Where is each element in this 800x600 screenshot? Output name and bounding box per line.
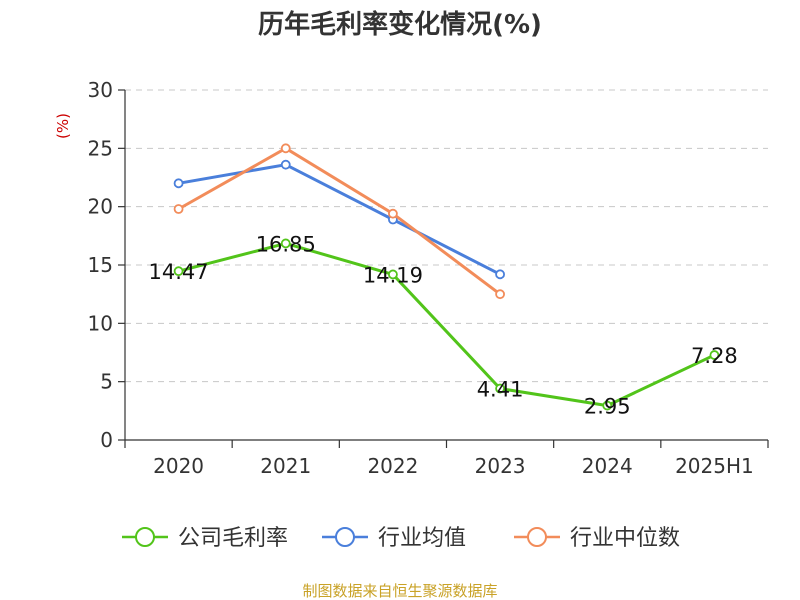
- chart-title: 历年毛利率变化情况(%): [258, 9, 542, 40]
- series-layer: [173, 143, 720, 411]
- y-tick-label: 10: [88, 311, 113, 335]
- series-line-1: [178, 163, 501, 276]
- legend-marker: [135, 527, 155, 547]
- data-point: [495, 269, 505, 280]
- legend-marker: [527, 527, 547, 547]
- x-tick-label: 2022: [367, 454, 418, 478]
- legend-label: 行业中位数: [570, 526, 680, 551]
- data-point: [173, 266, 184, 277]
- data-label: 14.19: [363, 263, 423, 287]
- y-tick-label: 15: [88, 253, 113, 277]
- data-point: [709, 350, 720, 360]
- legend-marker: [335, 527, 355, 547]
- data-label: 4.41: [477, 378, 524, 402]
- data-label: 16.85: [256, 232, 316, 256]
- data-label: 7.28: [691, 344, 738, 368]
- legend-label: 公司毛利率: [178, 526, 288, 551]
- data-point: [495, 289, 505, 300]
- data-point: [173, 204, 184, 214]
- data-point: [495, 383, 505, 394]
- legend-label: 行业均值: [378, 526, 466, 551]
- y-tick-label: 25: [88, 136, 113, 160]
- x-tick-label: 2021: [260, 454, 311, 478]
- y-tick-label: 0: [100, 428, 113, 452]
- series-line-2: [177, 146, 501, 296]
- x-tick-label: 2025H1: [675, 454, 754, 478]
- y-tick-label: 30: [88, 78, 113, 102]
- legend: 公司毛利率 行业均值 行业中位数: [122, 526, 680, 551]
- data-point: [280, 159, 291, 170]
- data-point: [388, 269, 398, 280]
- data-point: [280, 143, 291, 154]
- y-tick-label: 20: [88, 195, 113, 219]
- data-labels: 14.47 16.85 14.19 4.41 2.95 7.28: [149, 232, 738, 418]
- axes: 0 5 10 15 20 25 30 2020 2021 2022 2023 2024 2025H1: [88, 78, 769, 478]
- x-tick-label: 2020: [153, 454, 204, 478]
- x-tick-label: 2024: [582, 454, 633, 478]
- data-point: [602, 400, 613, 411]
- y-tick-label: 5: [100, 370, 113, 394]
- data-label: 2.95: [584, 395, 631, 419]
- gridlines: [125, 89, 768, 383]
- data-label: 14.47: [149, 260, 209, 284]
- source-note: 制图数据来自恒生聚源数据库: [302, 582, 497, 600]
- y-axis-unit-label: (%): [54, 113, 72, 139]
- data-point: [280, 238, 291, 249]
- x-tick-label: 2023: [475, 454, 526, 478]
- legend-item: 行业均值: [322, 526, 466, 551]
- legend-item: 公司毛利率: [122, 526, 288, 551]
- series-line-0: [178, 241, 716, 408]
- data-point: [173, 178, 184, 189]
- legend-item: 行业中位数: [514, 526, 680, 551]
- data-point: [388, 208, 398, 219]
